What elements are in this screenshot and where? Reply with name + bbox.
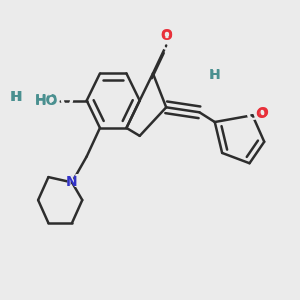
Text: HO: HO (35, 94, 59, 107)
Text: O: O (160, 28, 172, 43)
Text: N: N (67, 174, 78, 188)
Text: H: H (11, 90, 23, 104)
Text: N: N (65, 173, 79, 191)
Text: H: H (10, 90, 21, 104)
Text: O: O (255, 107, 267, 121)
Text: HO: HO (46, 92, 74, 110)
Text: O: O (159, 37, 173, 55)
Text: O: O (256, 106, 268, 120)
Text: H: H (209, 68, 220, 82)
Text: O: O (160, 28, 172, 42)
Text: N: N (66, 176, 78, 189)
Text: HO: HO (34, 93, 58, 107)
Text: H: H (210, 69, 220, 82)
Text: O: O (245, 106, 260, 124)
